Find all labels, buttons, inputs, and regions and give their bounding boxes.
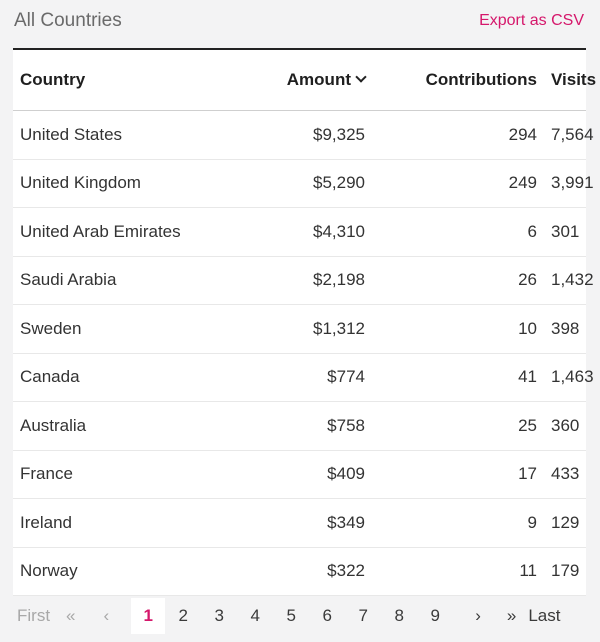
cell-country: Ireland xyxy=(13,498,223,548)
column-header-country[interactable]: Country xyxy=(13,48,223,111)
table-row: United Arab Emirates $4,310 6 301 xyxy=(13,207,586,257)
pagination-first[interactable]: First xyxy=(17,606,51,625)
table-row: Ireland $349 9 129 xyxy=(13,498,586,548)
cell-contributions: 11 xyxy=(372,547,544,596)
cell-amount: $774 xyxy=(223,353,372,402)
column-header-label: Visits xyxy=(551,70,597,89)
pagination-page[interactable]: 5 xyxy=(286,606,296,625)
cell-contributions: 9 xyxy=(372,498,544,548)
pagination-double-right-icon[interactable]: » xyxy=(506,606,517,625)
countries-table: Country Amount Contributions Visits Unit… xyxy=(13,48,596,596)
cell-contributions: 294 xyxy=(372,110,544,160)
table-header-row: Country Amount Contributions Visits xyxy=(13,48,596,111)
countries-table-container: Country Amount Contributions Visits Unit… xyxy=(13,48,596,596)
pagination-page[interactable]: 3 xyxy=(214,606,224,625)
pagination-page-current[interactable]: 1 xyxy=(131,598,166,634)
cell-visits: 1,432 xyxy=(544,256,594,305)
pagination-chevron-right-icon[interactable]: › xyxy=(475,606,481,625)
cell-contributions: 6 xyxy=(372,207,544,257)
pagination-chevron-left-icon[interactable]: ‹ xyxy=(103,606,110,625)
cell-country: United Arab Emirates xyxy=(13,207,223,257)
section-title: All Countries xyxy=(14,10,122,31)
cell-amount: $409 xyxy=(223,450,372,499)
pagination-double-left-icon[interactable]: « xyxy=(66,606,76,625)
column-header-contributions[interactable]: Contributions xyxy=(372,48,544,111)
cell-amount: $349 xyxy=(223,498,372,548)
cell-contributions: 249 xyxy=(372,159,544,208)
cell-country: Saudi Arabia xyxy=(13,256,223,305)
chevron-down-icon xyxy=(355,71,367,83)
cell-visits: 7,564 xyxy=(544,110,594,160)
table-row: United Kingdom $5,290 249 3,991 xyxy=(13,159,594,208)
column-header-visits[interactable]: Visits xyxy=(544,48,596,111)
pagination: First « ‹ 1 2 3 4 5 6 7 8 9 › » Last xyxy=(13,596,586,636)
column-header-label: Country xyxy=(20,70,86,89)
column-header-label: Contributions xyxy=(425,70,537,89)
cell-country: United Kingdom xyxy=(13,159,223,208)
cell-contributions: 10 xyxy=(372,304,544,354)
pagination-page[interactable]: 6 xyxy=(322,606,332,625)
cell-amount: $1,312 xyxy=(223,304,372,354)
column-header-amount[interactable]: Amount xyxy=(223,48,372,111)
cell-amount: $322 xyxy=(223,547,372,596)
cell-visits: 1,463 xyxy=(544,353,594,402)
cell-visits: 398 xyxy=(544,304,586,354)
cell-country: Canada xyxy=(13,353,223,402)
cell-country: United States xyxy=(13,110,223,160)
cell-amount: $4,310 xyxy=(223,207,372,257)
table-row: Norway $322 11 179 xyxy=(13,547,586,596)
table-row: United States $9,325 294 7,564 xyxy=(13,110,594,160)
cell-country: France xyxy=(13,450,223,499)
cell-contributions: 41 xyxy=(372,353,544,402)
table-row: France $409 17 433 xyxy=(13,450,586,499)
table-body: United States $9,325 294 7,564 United Ki… xyxy=(13,110,594,596)
table-row: Canada $774 41 1,463 xyxy=(13,353,594,402)
table-row: Saudi Arabia $2,198 26 1,432 xyxy=(13,256,594,305)
cell-country: Sweden xyxy=(13,304,223,354)
cell-visits: 129 xyxy=(544,498,586,548)
pagination-page[interactable]: 7 xyxy=(358,606,368,625)
pagination-last[interactable]: Last xyxy=(528,606,561,625)
cell-amount: $758 xyxy=(223,401,372,451)
cell-amount: $9,325 xyxy=(223,110,372,160)
table-row: Sweden $1,312 10 398 xyxy=(13,304,586,354)
pagination-page[interactable]: 4 xyxy=(250,606,260,625)
cell-contributions: 25 xyxy=(372,401,544,451)
cell-country: Norway xyxy=(13,547,223,596)
cell-contributions: 17 xyxy=(372,450,544,499)
pagination-page[interactable]: 8 xyxy=(394,606,404,625)
cell-country: Australia xyxy=(13,401,223,451)
column-header-label: Amount xyxy=(286,70,351,89)
cell-visits: 433 xyxy=(544,450,586,499)
pagination-page[interactable]: 2 xyxy=(178,606,188,625)
table-row: Australia $758 25 360 xyxy=(13,401,586,451)
cell-contributions: 26 xyxy=(372,256,544,305)
export-csv-link[interactable]: Export as CSV xyxy=(479,12,584,29)
cell-visits: 360 xyxy=(544,401,586,451)
top-bar: All Countries Export as CSV xyxy=(14,6,584,36)
cell-amount: $5,290 xyxy=(223,159,372,208)
cell-visits: 179 xyxy=(544,547,586,596)
cell-visits: 3,991 xyxy=(544,159,594,208)
cell-visits: 301 xyxy=(544,207,586,257)
cell-amount: $2,198 xyxy=(223,256,372,305)
pagination-page[interactable]: 9 xyxy=(430,606,440,625)
